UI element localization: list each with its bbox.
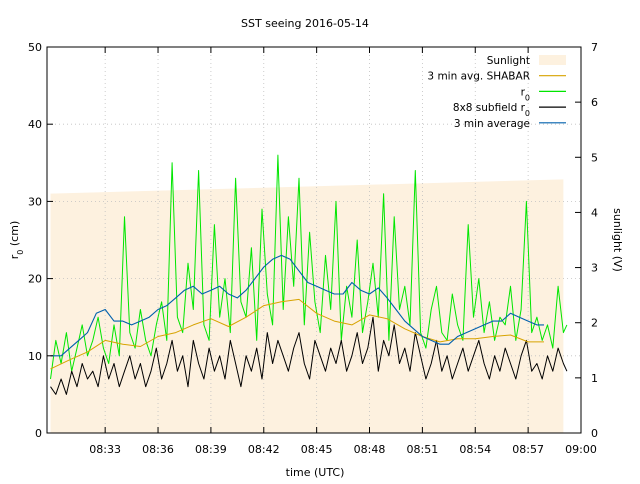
- x-tick-label: 08:36: [142, 443, 174, 456]
- y-tick-label: 0: [35, 427, 42, 440]
- series-avg-line: [50, 254, 544, 357]
- x-tick-label: 08:57: [512, 443, 544, 456]
- y2-tick-label: 2: [591, 317, 598, 330]
- x-tick-label: 08:48: [354, 443, 386, 456]
- series-r0-line: [50, 154, 568, 380]
- legend-label-avg: 3 min average: [454, 118, 530, 130]
- x-tick-label: 08:54: [459, 443, 491, 456]
- y-tick-label: 20: [28, 273, 42, 286]
- x-tick-label: 08:33: [89, 443, 121, 456]
- chart-title: SST seeing 2016-05-14: [241, 17, 369, 30]
- legend-label-sub: 8x8 subfield r0: [453, 102, 530, 118]
- x-tick-label: 08:51: [407, 443, 439, 456]
- legend-label-r0: r0: [521, 86, 530, 102]
- y-axis-label-main: r: [8, 254, 21, 259]
- legend-label-sunlight: Sunlight: [487, 55, 530, 67]
- y-tick-label: 40: [28, 118, 42, 131]
- y-tick-label: 50: [28, 41, 42, 54]
- x-tick-label: 08:39: [195, 443, 227, 456]
- x-tick-label: 08:42: [248, 443, 280, 456]
- y2-tick-label: 1: [591, 372, 598, 385]
- series-sub-line: [50, 316, 568, 395]
- y2-tick-label: 4: [591, 206, 598, 219]
- series-shabar-line: [50, 298, 544, 370]
- y2-axis-label: sunlight (V): [611, 208, 624, 272]
- y-tick-label: 30: [28, 195, 42, 208]
- x-axis-label: time (UTC): [286, 466, 345, 479]
- legend-swatch-sunlight: [539, 55, 566, 65]
- y2-tick-label: 0: [591, 427, 598, 440]
- y-axis-label-sub: 0: [16, 250, 25, 255]
- legend-label-text: Sunlight: [487, 55, 530, 67]
- x-tick-label: 08:45: [301, 443, 333, 456]
- y2-tick-label: 5: [591, 151, 598, 164]
- legend-label-text: r: [521, 86, 526, 98]
- y2-tick-label: 3: [591, 262, 598, 275]
- legend-label-text: 8x8 subfield r: [453, 102, 526, 114]
- legend-label-subscript: 0: [525, 109, 530, 118]
- legend-label-shabar: 3 min avg. SHABAR: [427, 71, 530, 83]
- plot-frame: [46, 46, 582, 434]
- x-tick-label: 09:00: [565, 443, 597, 456]
- y2-tick-label: 6: [591, 96, 598, 109]
- legend-label-subscript: 0: [525, 93, 530, 102]
- legend-label-text: 3 min avg. SHABAR: [427, 71, 530, 83]
- y-axis-label: r0 (cm): [8, 221, 25, 259]
- y2-tick-label: 7: [591, 41, 598, 54]
- y-tick-label: 10: [28, 350, 42, 363]
- legend-label-text: 3 min average: [454, 118, 530, 130]
- y-axis-label-unit: (cm): [8, 221, 21, 250]
